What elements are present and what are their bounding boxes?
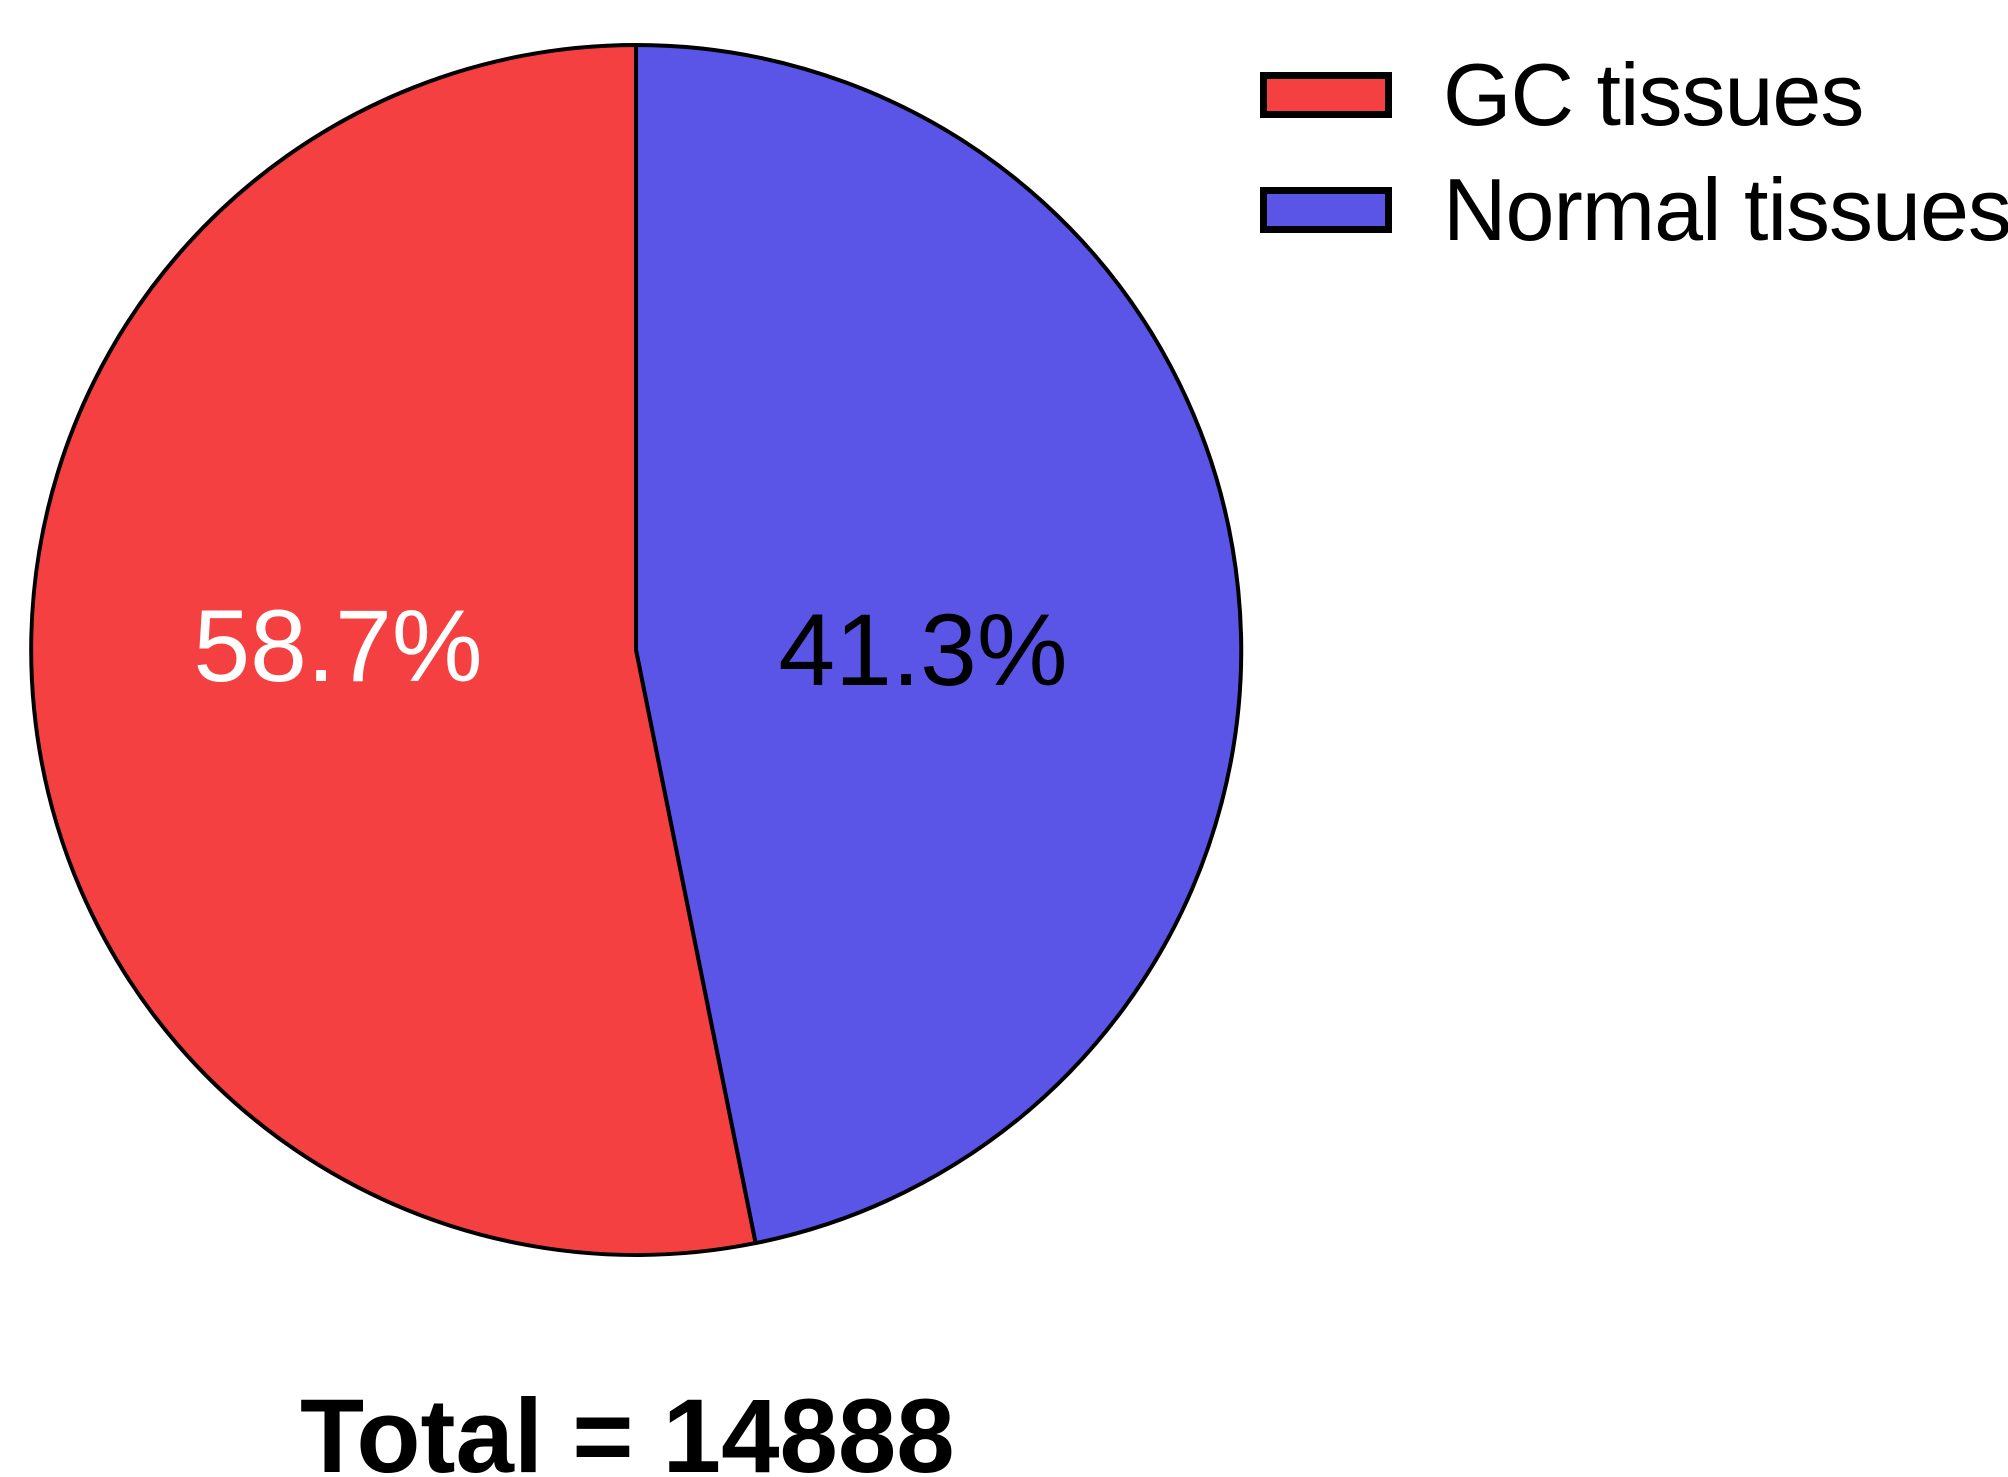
- pie-slice-normal-tissues: [634, 43, 1244, 1246]
- pie-slice-gc-tissues: [29, 43, 758, 1257]
- legend-label-gc-tissues: GC tissues: [1443, 45, 1864, 144]
- pie-slice-label-normal-tissues: 41.3%: [778, 593, 1068, 707]
- total-label: Total = 14888: [300, 1378, 955, 1477]
- legend-label-normal-tissues: Normal tissues: [1443, 160, 2008, 259]
- legend-swatch-normal-tissues: [1260, 187, 1392, 233]
- legend-swatch-gc-tissues: [1260, 72, 1392, 118]
- legend-row-gc-tissues: GC tissues: [1260, 51, 2008, 139]
- pie-slice-label-gc-tissues: 58.7%: [193, 589, 483, 703]
- legend-row-normal-tissues: Normal tissues: [1260, 166, 2008, 254]
- legend: GC tissues Normal tissues: [1260, 51, 2008, 302]
